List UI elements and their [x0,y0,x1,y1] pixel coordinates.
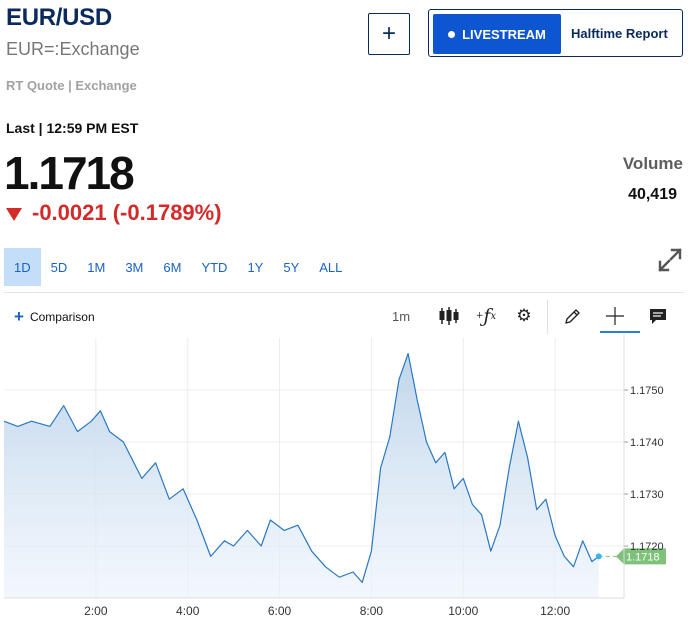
y-tick-label: 1.1740 [630,437,664,449]
volume-label: Volume [622,154,683,173]
volume-value: 40,419 [628,186,677,203]
y-tick-label: 1.1730 [630,489,664,501]
comparison-label: Comparison [29,310,95,324]
halftime-report-link[interactable]: Halftime Report [571,26,668,41]
price-line [3,353,600,583]
x-tick-label: 12:00 [540,604,570,618]
x-tick-label: 6:00 [268,604,292,618]
interval-selector[interactable]: 1m [391,308,411,324]
comment-icon[interactable] [648,302,668,330]
plus-icon: + [381,20,396,47]
range-tabs: 1D 5D 1M 3M 6M YTD 1Y 5Y ALL [4,248,352,286]
crosshair-active-indicator [600,331,640,333]
add-to-watchlist-button[interactable]: + [368,13,410,55]
range-tab-5d[interactable]: 5D [50,259,68,275]
last-trade-time: Last | 12:59 PM EST [6,120,139,136]
x-tick-label: 2:00 [84,604,108,618]
range-tab-1y[interactable]: 1Y [247,259,264,275]
range-tab-1m[interactable]: 1M [87,259,106,275]
comparison-button[interactable]: + Comparison [14,307,95,326]
last-price-tag-label: 1.1718 [626,551,660,563]
exchange-name: EUR=:Exchange [6,39,140,59]
candlestick-icon[interactable] [438,302,460,330]
range-tab-ytd[interactable]: YTD [201,259,228,275]
function-icon[interactable]: + ƒ x [475,305,497,327]
toolbar-separator [547,300,548,334]
x-tick-label: 10:00 [448,604,478,618]
livestream-label: LIVESTREAM [462,26,546,42]
live-dot-icon [448,30,456,38]
range-tab-5y[interactable]: 5Y [283,259,300,275]
x-tick-label: 8:00 [360,604,384,618]
y-tick-label: 1.1750 [630,385,664,397]
range-tab-6m[interactable]: 6M [163,259,182,275]
down-triangle-icon [6,207,22,221]
livestream-button[interactable]: LIVESTREAM [433,14,561,54]
pencil-icon[interactable] [562,302,582,330]
x-tick-label: 4:00 [176,604,200,618]
last-price: 1.1718 [4,147,135,199]
price-change-value: -0.0021 (-0.1789%) [32,200,222,225]
divider [4,292,684,293]
crosshair-icon[interactable] [605,302,625,330]
range-tab-all[interactable]: ALL [319,259,343,275]
price-change: -0.0021 (-0.1789%) [6,200,222,226]
last-price-dot [595,553,602,560]
rt-quote-label: RT Quote | Exchange [6,78,137,93]
last-price-tag [616,548,666,565]
price-area [4,353,599,598]
y-tick-label: 1.1720 [630,541,664,553]
range-tab-1d[interactable]: 1D [4,248,41,286]
range-tab-3m[interactable]: 3M [125,259,144,275]
expand-icon[interactable] [656,246,684,274]
plus-icon: + [14,307,24,326]
symbol-title: EUR/USD [6,4,112,31]
price-chart[interactable]: 1.1718 1.1720 1.1730 1.1740 1.1750 2:00 4:00 6… [0,334,693,623]
gear-icon[interactable]: ⚙ [516,306,532,325]
livestream-box: LIVESTREAM Halftime Report [428,9,683,57]
